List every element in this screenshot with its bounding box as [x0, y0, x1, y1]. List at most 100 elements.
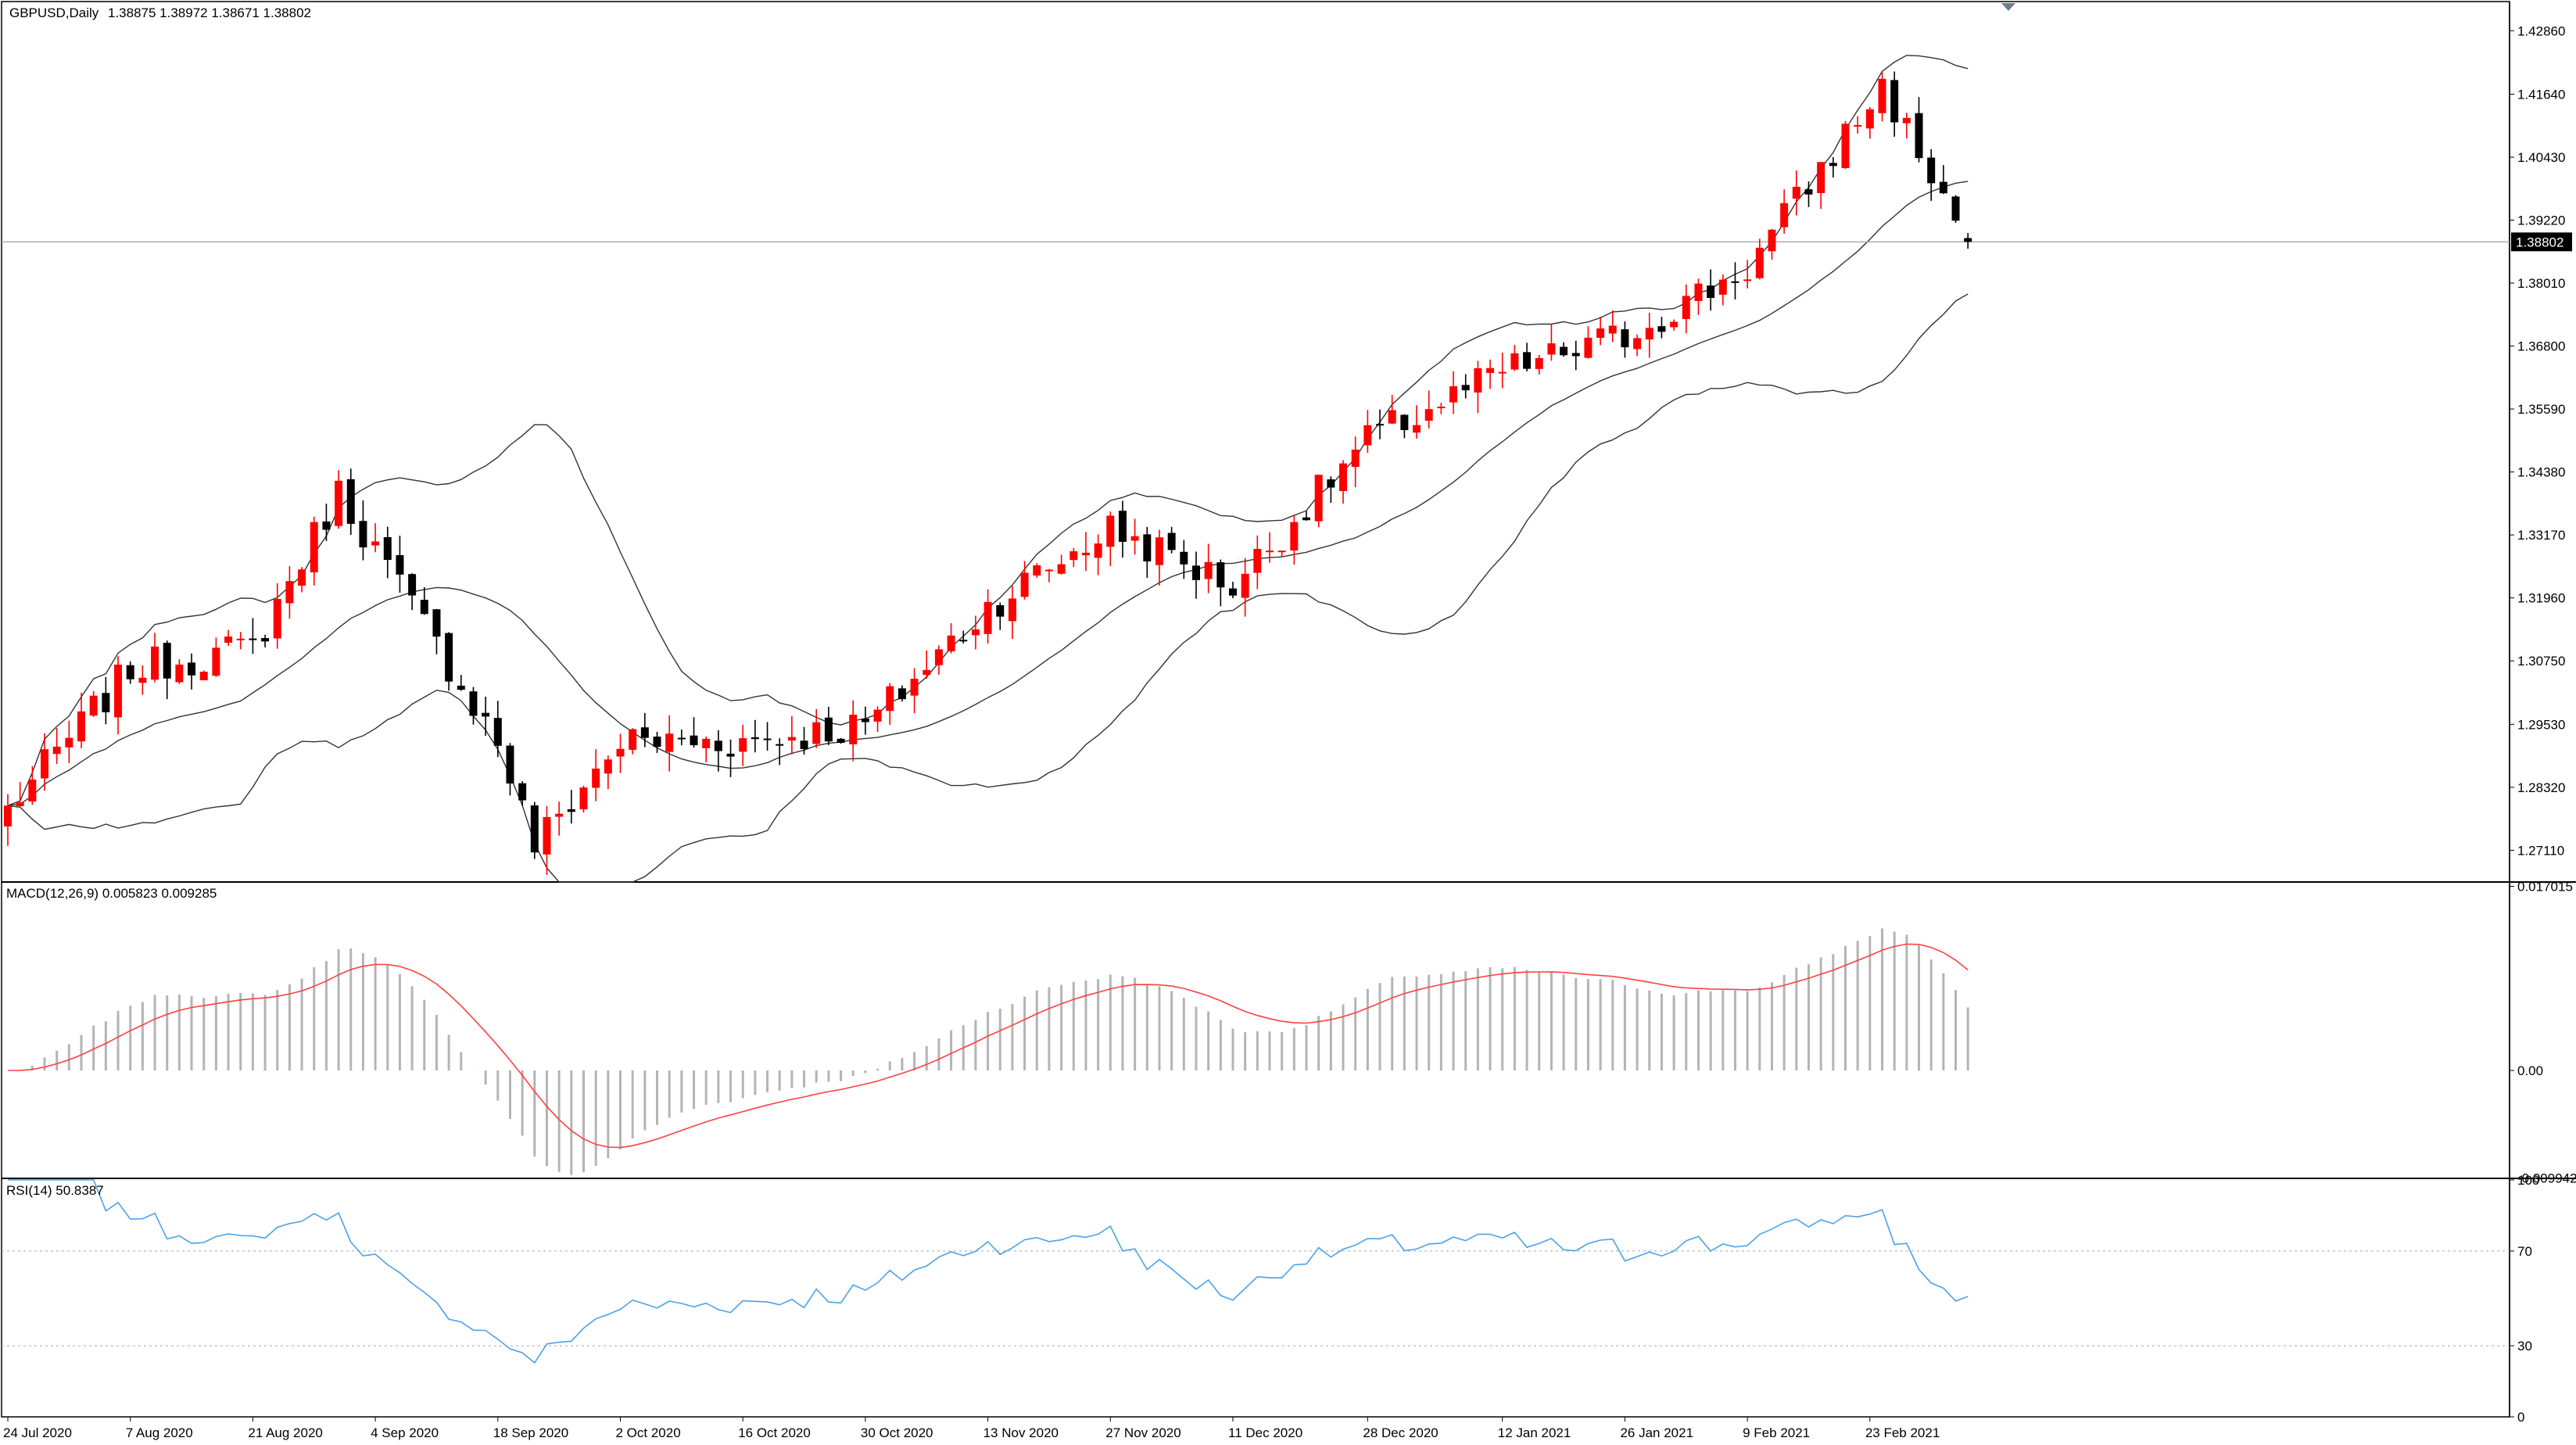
- bb-lower-line: [7, 293, 1969, 883]
- candle-body: [1437, 407, 1446, 409]
- candle-body: [739, 738, 747, 752]
- candle-body: [702, 738, 711, 748]
- candle-body: [1339, 463, 1348, 492]
- candle-body: [714, 740, 722, 751]
- candle-body: [1081, 552, 1090, 556]
- candle-body: [1180, 551, 1188, 565]
- date-tick-label: 28 Dec 2020: [1363, 1425, 1438, 1440]
- candle-body: [947, 635, 955, 652]
- candle-body: [383, 536, 392, 561]
- candle-body: [604, 759, 612, 774]
- date-tick-label: 30 Oct 2020: [861, 1425, 933, 1440]
- candle-body: [1474, 368, 1482, 393]
- chart-title: GBPUSD,Daily: [9, 5, 99, 20]
- candle-body: [1964, 238, 1972, 242]
- candle-body: [224, 636, 233, 643]
- candle-body: [616, 748, 625, 757]
- price-tick-label: 1.27110: [2517, 843, 2564, 858]
- candle-body: [28, 779, 37, 802]
- candle-body: [1376, 424, 1385, 426]
- candle-body: [41, 749, 49, 779]
- candle-body: [1621, 329, 1629, 348]
- candle-body: [1363, 425, 1372, 446]
- candle-body: [1657, 326, 1666, 332]
- candle-body: [261, 638, 270, 642]
- candle-body: [763, 738, 772, 740]
- candle-body: [1277, 550, 1286, 553]
- candle-body: [151, 646, 159, 680]
- candle-body: [1670, 321, 1679, 328]
- candle-body: [1290, 522, 1299, 551]
- price-tick-label: 1.39220: [2517, 213, 2565, 228]
- candle-body: [910, 679, 919, 696]
- date-tick-label: 18 Sep 2020: [493, 1425, 568, 1440]
- price-tick-label: 1.41640: [2517, 87, 2565, 102]
- candle-body: [482, 712, 490, 717]
- candle-body: [249, 638, 257, 640]
- candle-body: [751, 737, 759, 740]
- candle-body: [4, 805, 12, 826]
- candle-body: [52, 746, 61, 755]
- candle-body: [677, 737, 686, 740]
- candle-body: [102, 693, 110, 712]
- candle-body: [1878, 78, 1886, 113]
- candle-body: [1143, 534, 1152, 561]
- candle-body: [138, 677, 147, 683]
- date-tick-label: 16 Oct 2020: [738, 1425, 811, 1440]
- candle-body: [1413, 425, 1421, 433]
- candle-body: [1400, 414, 1409, 431]
- candle-body: [518, 783, 527, 801]
- candle-body: [1498, 371, 1507, 374]
- rsi-tick-label: 30: [2517, 1339, 2532, 1354]
- candle-body: [849, 715, 858, 744]
- candle-body: [812, 722, 821, 744]
- candle-body: [543, 816, 551, 855]
- candle-body: [800, 740, 808, 749]
- price-tick-label: 1.38010: [2517, 276, 2565, 291]
- candle-body: [493, 718, 502, 746]
- candle-body: [1829, 163, 1837, 167]
- candle-body: [1388, 410, 1396, 424]
- candle-body: [1057, 564, 1066, 574]
- candle-body: [396, 554, 404, 575]
- candle-body: [934, 649, 943, 665]
- candle-body: [1560, 346, 1568, 356]
- candle-body: [1351, 449, 1360, 468]
- candles: [2, 71, 2510, 875]
- candle-body: [776, 744, 784, 746]
- candle-body: [420, 600, 428, 615]
- rsi-tick-label: 0: [2517, 1410, 2524, 1425]
- candle-body: [837, 738, 845, 744]
- date-tick-label: 12 Jan 2021: [1498, 1425, 1571, 1440]
- last-price-tag: [2511, 232, 2572, 252]
- candle-body: [640, 727, 649, 738]
- candle-body: [188, 662, 196, 676]
- candle-body: [371, 541, 380, 546]
- price-tick-label: 1.42860: [2517, 23, 2565, 38]
- bb-upper-line: [7, 55, 1969, 806]
- candle-body: [1645, 328, 1653, 340]
- candle-body: [1155, 537, 1163, 565]
- shift-marker-icon[interactable]: [2001, 3, 2015, 11]
- candle-body: [1951, 196, 1960, 221]
- price-tick-label: 1.33170: [2517, 528, 2565, 543]
- candle-body: [824, 717, 833, 742]
- date-tick-label: 4 Sep 2020: [371, 1425, 439, 1440]
- candle-body: [1743, 279, 1752, 281]
- candle-body: [1033, 565, 1041, 576]
- candle-body: [996, 604, 1005, 617]
- price-tick-label: 1.31960: [2517, 591, 2565, 606]
- candle-body: [322, 521, 331, 530]
- candle-body: [408, 574, 417, 596]
- bb-middle-line: [7, 181, 1969, 806]
- candle-body: [1167, 532, 1176, 550]
- chart-ohlc: 1.38875 1.38972 1.38671 1.38802: [108, 5, 311, 20]
- date-tick-label: 11 Dec 2020: [1228, 1425, 1302, 1440]
- candle-body: [346, 479, 355, 524]
- price-tick-label: 1.29530: [2517, 717, 2565, 732]
- last-price-tag-label: 1.38802: [2516, 235, 2563, 249]
- candle-body: [592, 768, 600, 788]
- candle-body: [1523, 352, 1532, 369]
- candle-body: [1804, 189, 1813, 195]
